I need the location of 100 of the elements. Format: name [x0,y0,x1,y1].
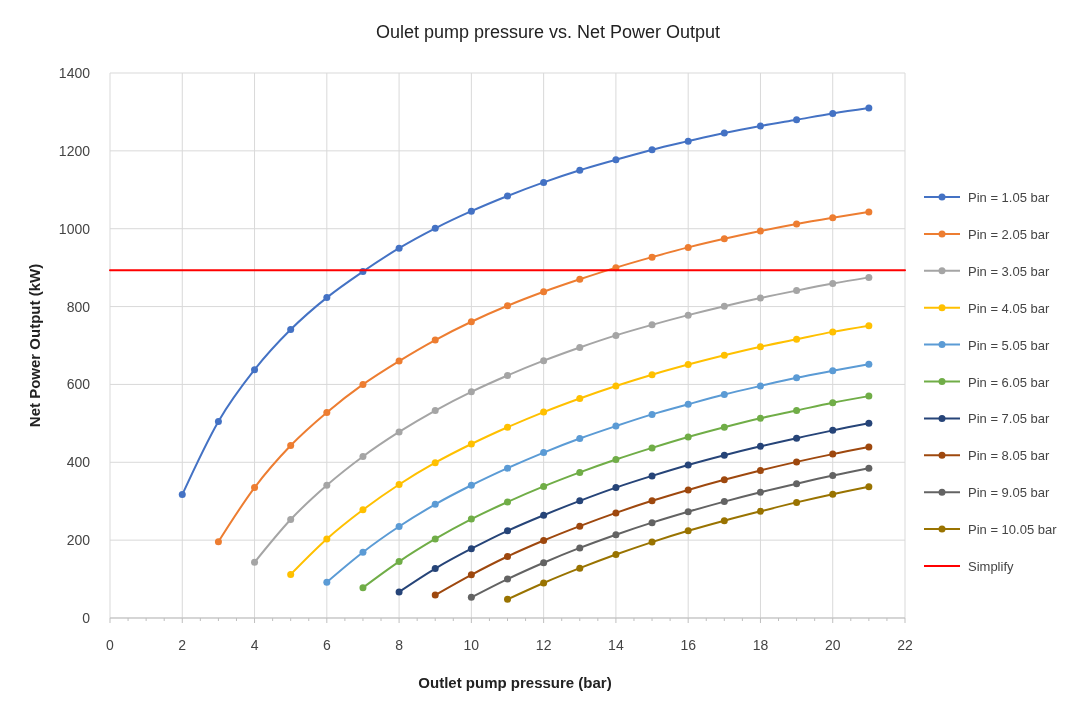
point [756,294,764,302]
y-tick-label: 1200 [58,142,91,159]
point [829,328,837,336]
point [287,516,295,524]
legend-label: Pin = 3.05 bar [968,263,1050,279]
point [829,490,837,498]
point [756,343,764,351]
point [865,208,873,216]
point [865,419,873,427]
legend-label: Pin = 4.05 bar [968,300,1050,316]
point [504,423,511,431]
point [756,382,764,390]
x-tick-label: 4 [250,637,259,653]
point [648,472,656,480]
chart-title: Oulet pump pressure vs. Net Power Output [375,22,721,42]
point [793,335,801,343]
point [540,559,548,567]
y-tick-label: 200 [66,532,91,549]
point [576,435,584,443]
point [467,545,475,553]
x-tick-label: 14 [608,637,624,653]
point [829,280,837,288]
x-tick-label: 16 [680,637,697,653]
point [540,511,548,519]
point [684,137,692,145]
point [756,507,764,515]
point [467,481,475,489]
legend-label: Pin = 9.05 bar [968,485,1050,501]
point [504,498,511,506]
y-tick-label: 600 [66,376,91,393]
point [793,220,801,228]
point [720,451,728,459]
point [648,253,656,261]
point [540,408,548,416]
x-tick-label: 2 [178,637,187,653]
point [359,548,367,556]
point [793,480,801,488]
point [431,336,439,344]
y-axis-title: Net Power Output (kW) [26,263,43,428]
point [504,575,511,583]
point [648,146,656,154]
point [720,423,728,431]
point [756,488,764,496]
point [829,426,837,434]
point [431,591,439,599]
point [359,380,367,388]
point [793,116,801,124]
point [612,382,620,390]
y-tick-label: 400 [66,454,91,471]
point [431,224,439,232]
point [504,552,511,560]
point [793,407,801,415]
x-tick-label: 18 [752,637,769,653]
point [395,588,403,596]
point [829,472,837,480]
point [865,322,873,330]
point [720,391,728,399]
point [467,440,475,448]
point [323,294,331,302]
point [576,468,584,476]
y-tick-label: 0 [82,610,91,626]
point [612,531,620,539]
point [612,484,620,492]
point [684,433,692,441]
point [576,564,584,572]
point [214,417,222,425]
point [684,508,692,516]
point [612,156,620,164]
legend-label: Pin = 8.05 bar [968,448,1050,464]
point [756,466,764,474]
point [540,482,548,490]
point [504,192,511,200]
point [431,407,439,415]
point [756,442,764,450]
legend-label: Pin = 2.05 bar [968,226,1050,242]
legend-label: Pin = 5.05 bar [968,337,1050,353]
point [684,486,692,494]
point [612,509,620,517]
point [323,481,331,489]
point [612,331,620,339]
y-tick-label: 800 [66,298,91,315]
point [829,399,837,407]
point [251,366,259,374]
point [865,483,873,491]
point [576,275,584,283]
point [829,214,837,222]
point [793,498,801,506]
point [865,104,873,112]
point [648,371,656,379]
point [540,357,548,365]
point [467,207,475,215]
point [684,311,692,319]
point [648,321,656,329]
point [504,595,511,603]
point [648,497,656,505]
point [612,456,620,464]
x-tick-label: 10 [463,637,480,653]
point [504,527,511,535]
point [720,235,728,243]
x-tick-label: 8 [395,637,404,653]
